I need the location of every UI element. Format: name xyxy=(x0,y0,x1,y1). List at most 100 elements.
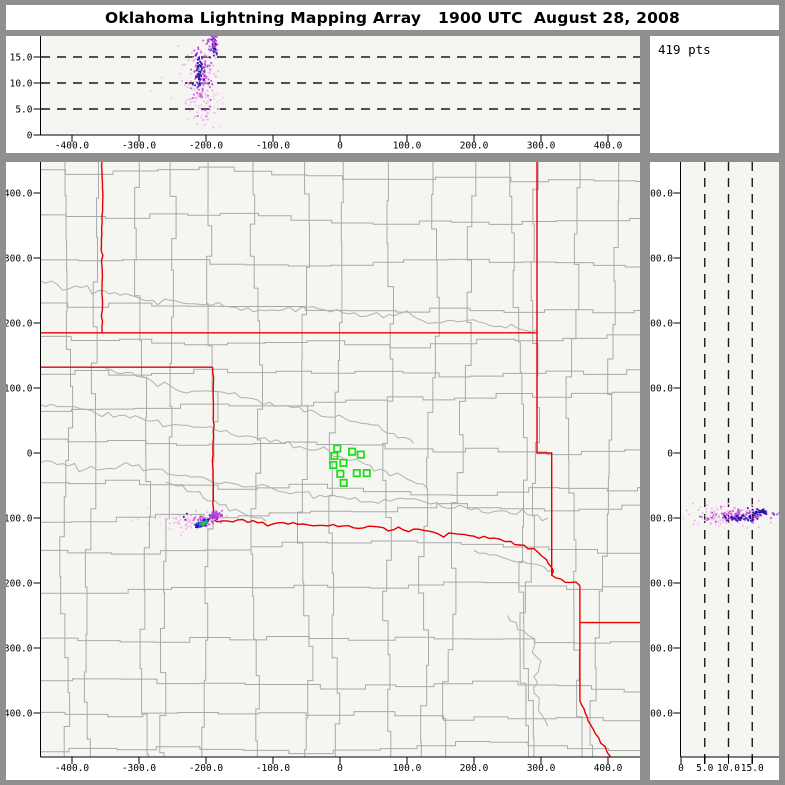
state-border-co_ks_102w xyxy=(100,162,104,333)
x-tick-label: -300.0 xyxy=(122,141,157,152)
x-tick-label: 15.0 xyxy=(741,763,764,774)
plot-content xyxy=(682,162,779,757)
county-line xyxy=(41,166,640,183)
y-tick-label: -400.0 xyxy=(650,709,673,720)
county-line xyxy=(328,162,344,757)
county-line xyxy=(41,391,640,412)
county-line xyxy=(41,334,640,349)
plan-view-map[interactable]: -400.0 -300.0 -200.0 -100.0 0 100.0 200.0 300.0… xyxy=(6,162,640,780)
county-line xyxy=(565,162,583,757)
county-line xyxy=(41,678,640,693)
x-tick-label: -400.0 xyxy=(55,141,90,152)
river-north_canadian_river xyxy=(41,403,428,490)
x-tick-label: -200.0 xyxy=(189,763,224,774)
river-arkansas_river xyxy=(41,280,538,333)
lma-station xyxy=(333,444,342,453)
y-tick-label: 300.0 xyxy=(6,254,33,265)
y-tick-label: 400.0 xyxy=(6,189,33,200)
lma-station xyxy=(356,450,365,459)
y-tick-label: 0 xyxy=(27,131,33,142)
lma-station xyxy=(339,478,348,487)
county-line xyxy=(41,581,640,594)
point-count-box: 419 pts xyxy=(650,36,779,153)
river-canadian_river xyxy=(41,460,548,522)
county-line xyxy=(41,711,640,722)
y-tick-label: 15.0 xyxy=(10,53,33,64)
lightning-sources xyxy=(131,506,228,537)
county-line xyxy=(41,258,640,268)
x-tick-label: 400.0 xyxy=(594,763,623,774)
lma-station xyxy=(348,447,357,456)
lightning-sources xyxy=(682,499,779,529)
point-count-label: 419 pts xyxy=(658,42,711,57)
y-tick-label: 100.0 xyxy=(6,384,33,395)
county-line xyxy=(509,162,535,757)
river-sulphur_river xyxy=(473,550,555,573)
lma-station xyxy=(330,451,339,460)
y-tick-label: 10.0 xyxy=(10,79,33,90)
tick-labels: 0 5.0 10.015.0 400.0 300.0 200.0 100.0 0 -100.0 -… xyxy=(650,189,764,775)
ew-altitude-panel: -400.0 -300.0 -200.0 -100.0 0 100.0 200.0 300.0… xyxy=(6,36,640,153)
plot-content xyxy=(41,36,640,129)
river-cimarron_river xyxy=(105,368,415,444)
lma-stations xyxy=(329,444,371,487)
x-tick-label: 5.0 xyxy=(696,763,713,774)
state-border-tx_la_sabine xyxy=(579,700,612,757)
ew-altitude-plot[interactable]: -400.0 -300.0 -200.0 -100.0 0 100.0 200.0 300.0… xyxy=(6,36,640,153)
lma-station xyxy=(329,460,338,470)
x-tick-label: 100.0 xyxy=(393,141,422,152)
county-line xyxy=(159,162,177,757)
state-borders xyxy=(41,162,640,757)
county-line xyxy=(41,212,640,225)
axes xyxy=(33,36,640,142)
county-line xyxy=(41,479,640,496)
y-tick-label: 200.0 xyxy=(650,319,673,330)
x-tick-label: 0 xyxy=(678,763,684,774)
state-border-tx_ok_100w xyxy=(211,367,215,520)
tick-labels: -400.0 -300.0 -200.0 -100.0 0 100.0 200.0 300.0… xyxy=(10,53,623,152)
y-tick-label: -300.0 xyxy=(6,644,33,655)
x-tick-label: 200.0 xyxy=(460,141,489,152)
plan-view-panel: -400.0 -300.0 -200.0 -100.0 0 100.0 200.0 300.0… xyxy=(6,162,640,780)
county-line xyxy=(41,741,640,755)
y-tick-label: 100.0 xyxy=(650,384,673,395)
ns-altitude-plot[interactable]: 0 5.0 10.015.0 400.0 300.0 200.0 100.0 0 -100.0 -… xyxy=(650,162,779,780)
x-tick-label: 100.0 xyxy=(393,763,422,774)
axes xyxy=(33,162,640,764)
x-tick-label: 400.0 xyxy=(594,141,623,152)
y-tick-label: 300.0 xyxy=(650,254,673,265)
x-tick-label: 0 xyxy=(337,763,343,774)
plot-content xyxy=(41,162,640,757)
x-tick-label: 0 xyxy=(337,141,343,152)
x-tick-label: -300.0 xyxy=(122,763,157,774)
y-tick-label: 400.0 xyxy=(650,189,673,200)
x-tick-label: 300.0 xyxy=(527,141,556,152)
river-washita_river xyxy=(165,481,267,522)
y-tick-label: -200.0 xyxy=(650,579,673,590)
y-tick-label: 0 xyxy=(667,449,673,460)
lma-station xyxy=(352,469,361,478)
y-tick-label: -100.0 xyxy=(650,514,673,525)
county-line xyxy=(41,540,640,555)
river-se_creek xyxy=(507,615,549,727)
y-tick-label: -400.0 xyxy=(6,709,33,720)
county-line xyxy=(83,162,99,757)
x-tick-label: 200.0 xyxy=(460,763,489,774)
county-line xyxy=(382,162,394,757)
y-tick-label: 5.0 xyxy=(15,105,32,116)
y-tick-label: -300.0 xyxy=(650,644,673,655)
ns-altitude-panel: 0 5.0 10.015.0 400.0 300.0 200.0 100.0 0 -100.0 -… xyxy=(650,162,779,780)
axes xyxy=(673,162,779,764)
lma-station xyxy=(362,469,371,478)
county-line xyxy=(442,162,477,757)
y-tick-label: -200.0 xyxy=(6,579,33,590)
title-bar: Oklahoma Lightning Mapping Array 1900 UT… xyxy=(6,5,779,30)
y-tick-label: 200.0 xyxy=(6,319,33,330)
lma-station xyxy=(339,458,348,467)
county-line xyxy=(249,162,263,757)
dashed-guides xyxy=(41,56,640,110)
x-tick-label: 300.0 xyxy=(527,763,556,774)
county-line xyxy=(41,438,640,456)
plot-background xyxy=(41,36,640,135)
